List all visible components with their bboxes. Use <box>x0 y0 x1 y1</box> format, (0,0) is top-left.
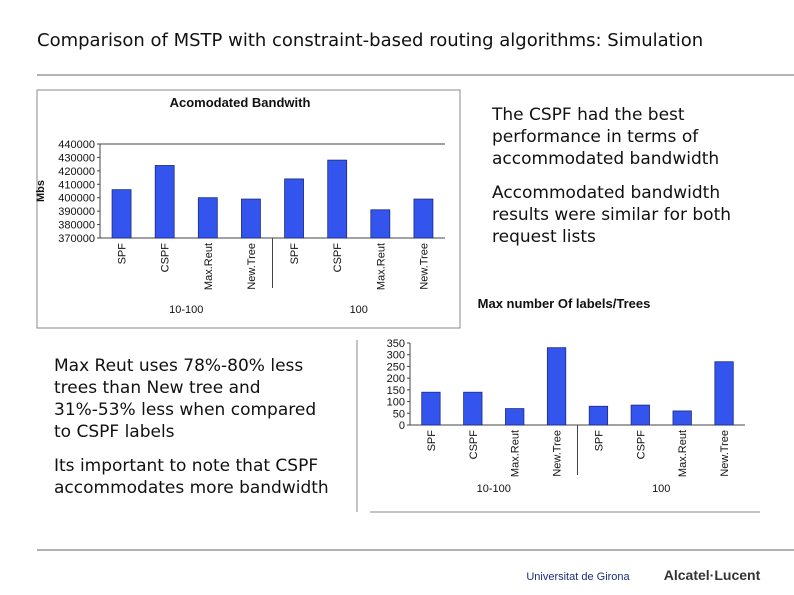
y-tick-label: 150 <box>387 385 405 397</box>
y-tick-label: 440000 <box>58 139 95 151</box>
bar <box>197 197 218 239</box>
group-label: 100 <box>652 483 670 495</box>
bar <box>370 209 391 239</box>
y-tick-label: 400000 <box>58 193 95 205</box>
x-tick-label: New.Tree <box>246 243 258 290</box>
y-tick-label: 350 <box>387 338 405 350</box>
x-tick-label: New.Tree <box>418 243 430 290</box>
y-tick-label: 430000 <box>58 152 95 164</box>
x-tick-label: CSPF <box>160 243 172 273</box>
logo-text: Universitat de Girona <box>526 571 630 583</box>
slide-title: Comparison of MSTP with constraint-based… <box>37 30 704 51</box>
bar <box>630 404 650 426</box>
chart-title: Max number Of labels/Trees <box>478 296 651 311</box>
bar <box>154 165 175 239</box>
y-tick-label: 300 <box>387 350 405 362</box>
chart-title: Acomodated Bandwith <box>170 95 311 110</box>
group-label: 100 <box>350 304 368 316</box>
bullet: The CSPF had the best performance in ter… <box>492 105 720 169</box>
y-tick-label: 410000 <box>58 179 95 191</box>
x-tick-label: CSPF <box>332 243 344 273</box>
x-tick-label: SPF <box>593 430 605 452</box>
bullet: Max Reut uses 78%-80% less trees than Ne… <box>54 356 317 442</box>
chart-frame <box>36 89 461 329</box>
bullet: Accommodated bandwidth results were simi… <box>492 183 732 247</box>
x-tick-label: Max.Reut <box>510 430 522 477</box>
bar <box>241 198 261 239</box>
logo-text: Alcatel·Lucent <box>664 567 761 583</box>
right-text: The CSPF had the best performance in ter… <box>492 104 767 260</box>
bar <box>672 410 692 426</box>
group-label: 10-100 <box>169 304 203 316</box>
bar <box>284 178 304 239</box>
bar <box>111 189 132 239</box>
y-tick-label: 250 <box>387 361 405 373</box>
bar <box>505 408 525 426</box>
y-tick-label: 370000 <box>58 233 95 245</box>
x-tick-label: CSPF <box>468 430 480 460</box>
x-tick-label: Max.Reut <box>677 430 689 477</box>
y-tick-label: 390000 <box>58 206 95 218</box>
bar <box>421 391 441 426</box>
y-tick-label: 100 <box>387 397 405 409</box>
x-tick-label: SPF <box>117 243 129 265</box>
y-tick-label: 420000 <box>58 166 95 178</box>
y-tick-label: 0 <box>399 420 405 432</box>
y-tick-label: 380000 <box>58 220 95 232</box>
x-tick-label: New.Tree <box>552 430 564 477</box>
y-axis-label: Mbs <box>35 180 47 202</box>
bar <box>546 347 567 426</box>
group-label: 10-100 <box>477 483 511 495</box>
x-tick-label: Max.Reut <box>375 243 387 290</box>
x-tick-label: CSPF <box>635 430 647 460</box>
y-tick-label: 50 <box>393 408 405 420</box>
x-tick-label: New.Tree <box>719 430 731 477</box>
bar <box>413 198 434 239</box>
x-tick-label: SPF <box>289 243 301 265</box>
bar <box>588 405 609 426</box>
bar <box>463 391 483 426</box>
bullet: Its important to note that CSPF accommod… <box>54 456 329 498</box>
left-text: Max Reut uses 78%-80% less trees than Ne… <box>54 355 334 511</box>
y-tick-label: 200 <box>387 373 405 385</box>
x-tick-label: Max.Reut <box>203 243 215 290</box>
bar <box>327 159 348 239</box>
bar <box>714 361 734 426</box>
x-tick-label: SPF <box>426 430 438 452</box>
